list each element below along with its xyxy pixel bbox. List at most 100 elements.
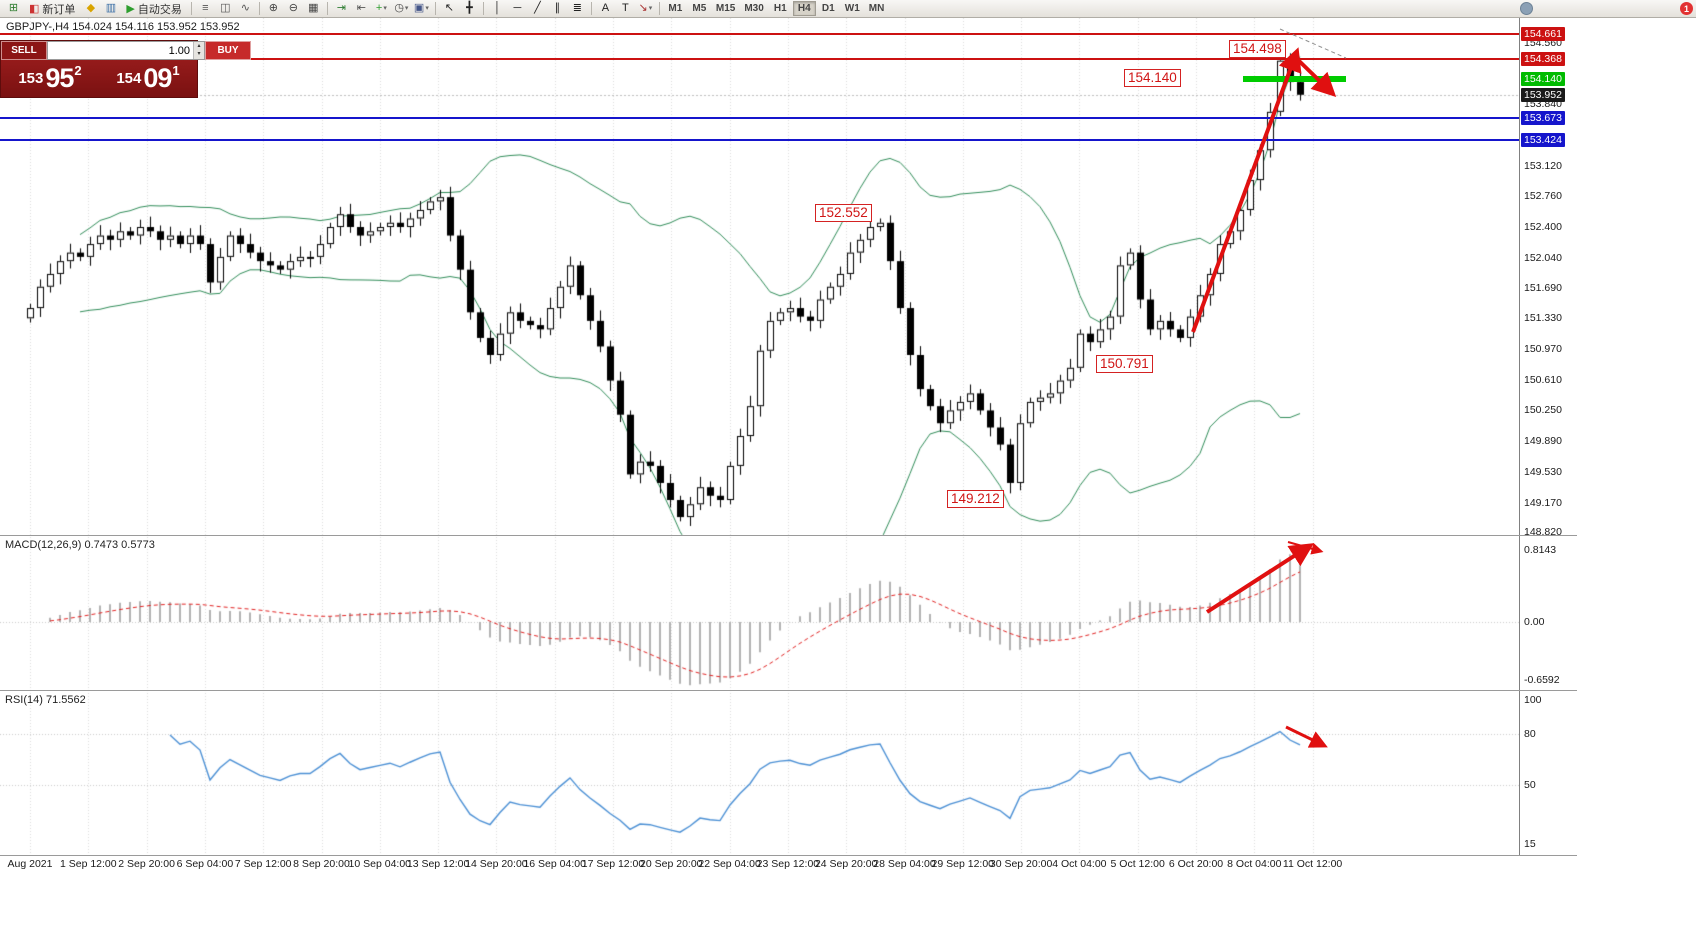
time-label: 1 Sep 12:00 bbox=[59, 858, 117, 870]
trendline-icon[interactable]: ╱ bbox=[534, 2, 541, 14]
line-chart-icon[interactable]: ∿ bbox=[240, 2, 250, 14]
volume-down-button[interactable]: ▾ bbox=[197, 51, 201, 57]
market-watch-icon[interactable]: ▥ bbox=[105, 2, 117, 14]
timeframe-button-h1[interactable]: H1 bbox=[773, 3, 787, 14]
sell-price-pip: 2 bbox=[74, 63, 82, 78]
toolbar: ⊞ ◧ 新订单 ◆ ▥ ▶ 自动交易 ≡ ◫ ∿ ⊕ ⊖ ▦ ⇥ ⇤ + ▾ ◷ ▾ ▣ ▾ ↖ ╋ │ ─ ╱ ∥ ≣ A T ↘ ▾ M1 M… bbox=[0, 0, 1696, 18]
time-label: 28 Sep 04:00 bbox=[873, 858, 936, 870]
dropdown-arrow-icon: ▾ bbox=[425, 5, 429, 12]
horizontal-line-icon[interactable]: ─ bbox=[513, 2, 522, 14]
fibonacci-icon[interactable]: ≣ bbox=[572, 2, 582, 14]
templates-icon: ▣ bbox=[413, 2, 425, 14]
price-tick-label: 152.040 bbox=[1524, 251, 1562, 264]
candlestick-icon[interactable]: ◫ bbox=[220, 2, 231, 14]
price-scale[interactable]: 154.560 153.840 153.120 152.760 152.400 152.0… bbox=[1519, 18, 1577, 856]
rsi-scale-label: 100 bbox=[1524, 694, 1542, 706]
price-annotation-label[interactable]: 154.140 bbox=[1124, 69, 1181, 87]
price-tick-label: 151.690 bbox=[1524, 281, 1562, 294]
time-scale[interactable]: Aug 2021 1 Sep 12:00 2 Sep 20:00 6 Sep 04:0… bbox=[0, 856, 1519, 873]
arrows-button[interactable]: ↘ ▾ bbox=[636, 1, 655, 16]
periods-icon: ◷ bbox=[394, 2, 404, 14]
sell-price[interactable]: 153 95 2 bbox=[1, 60, 99, 97]
timeframe-button-d1[interactable]: D1 bbox=[821, 3, 835, 14]
time-label: 20 Sep 20:00 bbox=[640, 858, 703, 870]
price-tick-label: 149.530 bbox=[1524, 465, 1562, 478]
arrows-icon: ↘ bbox=[638, 2, 648, 14]
volume-steppers: ▴ ▾ bbox=[193, 42, 204, 59]
price-annotation-label[interactable]: 154.498 bbox=[1229, 40, 1286, 58]
horizontal-line-153.424[interactable] bbox=[0, 138, 1519, 141]
bar-chart-icon[interactable]: ≡ bbox=[202, 2, 209, 14]
panel-separator[interactable] bbox=[0, 690, 1577, 691]
timeframe-button-m30[interactable]: M30 bbox=[744, 3, 764, 14]
price-line-badge: 153.673 bbox=[1521, 111, 1565, 126]
buy-price-prefix: 154 bbox=[116, 70, 142, 87]
support-zone-bar[interactable] bbox=[1243, 75, 1346, 82]
new-order-button-label: 新订单 bbox=[42, 3, 76, 16]
notification-badge[interactable]: 1 bbox=[1680, 2, 1693, 15]
price-tick-label: 152.400 bbox=[1524, 221, 1562, 234]
price-line-badge: 154.140 bbox=[1521, 71, 1565, 86]
volume-up-button[interactable]: ▴ bbox=[197, 43, 201, 49]
volume-input[interactable] bbox=[48, 42, 193, 59]
time-label: 22 Sep 04:00 bbox=[698, 858, 761, 870]
price-annotation-label[interactable]: 149.212 bbox=[947, 490, 1004, 508]
horizontal-line-154.368[interactable] bbox=[0, 58, 1519, 61]
buy-price[interactable]: 154 09 1 bbox=[99, 60, 197, 97]
news-icon[interactable]: ◆ bbox=[86, 2, 96, 14]
connection-status-icon[interactable] bbox=[1520, 2, 1533, 15]
toolbar-separator bbox=[658, 2, 660, 15]
panel-separator[interactable] bbox=[0, 535, 1577, 536]
price-tick-label: 149.890 bbox=[1524, 435, 1562, 448]
timeframe-button-w1[interactable]: W1 bbox=[844, 3, 860, 14]
price-tick-label: 148.820 bbox=[1524, 526, 1562, 539]
crosshair-icon[interactable]: ╋ bbox=[466, 2, 473, 14]
price-annotation-label[interactable]: 150.791 bbox=[1096, 355, 1153, 373]
timeframe-button-m1[interactable]: M1 bbox=[668, 3, 683, 14]
sell-button[interactable]: SELL bbox=[1, 41, 47, 60]
time-label: Aug 2021 bbox=[7, 858, 53, 870]
price-tick-label: 152.760 bbox=[1524, 190, 1562, 203]
timeframe-button-m5[interactable]: M5 bbox=[692, 3, 707, 14]
price-tick-label: 149.170 bbox=[1524, 496, 1562, 509]
price-annotation-label[interactable]: 152.552 bbox=[815, 204, 872, 222]
panel-separator[interactable] bbox=[0, 855, 1577, 856]
price-tick-label: 150.970 bbox=[1524, 343, 1562, 356]
timeframe-button-mn[interactable]: MN bbox=[868, 3, 885, 14]
toolbar-separator bbox=[326, 2, 328, 15]
templates-button[interactable]: ▣ ▾ bbox=[412, 1, 431, 16]
zoom-out-icon[interactable]: ⊖ bbox=[288, 2, 298, 14]
cursor-icon[interactable]: ↖ bbox=[444, 2, 454, 14]
volume-control: ▴ ▾ bbox=[47, 41, 205, 60]
macd-scale-label: 0.00 bbox=[1524, 616, 1545, 628]
tile-windows-icon[interactable]: ▦ bbox=[308, 2, 319, 14]
time-label: 8 Sep 20:00 bbox=[293, 858, 350, 870]
label-icon[interactable]: T bbox=[622, 2, 629, 14]
channel-icon[interactable]: ∥ bbox=[554, 2, 561, 14]
time-label: 4 Oct 04:00 bbox=[1052, 858, 1107, 870]
timeframe-button-h4[interactable]: H4 bbox=[792, 1, 816, 16]
horizontal-line-154.661[interactable] bbox=[0, 33, 1519, 36]
time-label: 30 Sep 20:00 bbox=[989, 858, 1053, 870]
autoscroll-icon[interactable]: ⇥ bbox=[336, 2, 346, 14]
toolbar-separator bbox=[190, 2, 192, 15]
vertical-line-icon[interactable]: │ bbox=[493, 2, 501, 14]
autotrade-button[interactable]: ▶ 自动交易 bbox=[121, 1, 186, 16]
macd-scale-label: 0.8143 bbox=[1524, 544, 1557, 557]
horizontal-line-153.673[interactable] bbox=[0, 117, 1519, 120]
periods-button[interactable]: ◷ ▾ bbox=[392, 1, 411, 16]
indicators-icon: + bbox=[375, 2, 383, 14]
timeframe-button-m15[interactable]: M15 bbox=[715, 3, 736, 14]
price-line-badge: 154.368 bbox=[1521, 52, 1565, 67]
new-order-icon: ◧ bbox=[29, 3, 40, 15]
buy-button[interactable]: BUY bbox=[205, 41, 251, 60]
text-icon[interactable]: A bbox=[601, 2, 610, 14]
price-chart-canvas[interactable] bbox=[0, 18, 1519, 857]
new-order-button[interactable]: ◧ 新订单 bbox=[24, 1, 80, 16]
indicators-button[interactable]: + ▾ bbox=[372, 1, 391, 16]
new-chart-icon[interactable]: ⊞ bbox=[8, 2, 19, 14]
toolbar-separator bbox=[434, 2, 436, 15]
zoom-in-icon[interactable]: ⊕ bbox=[268, 2, 278, 14]
chart-shift-icon[interactable]: ⇤ bbox=[356, 2, 366, 14]
